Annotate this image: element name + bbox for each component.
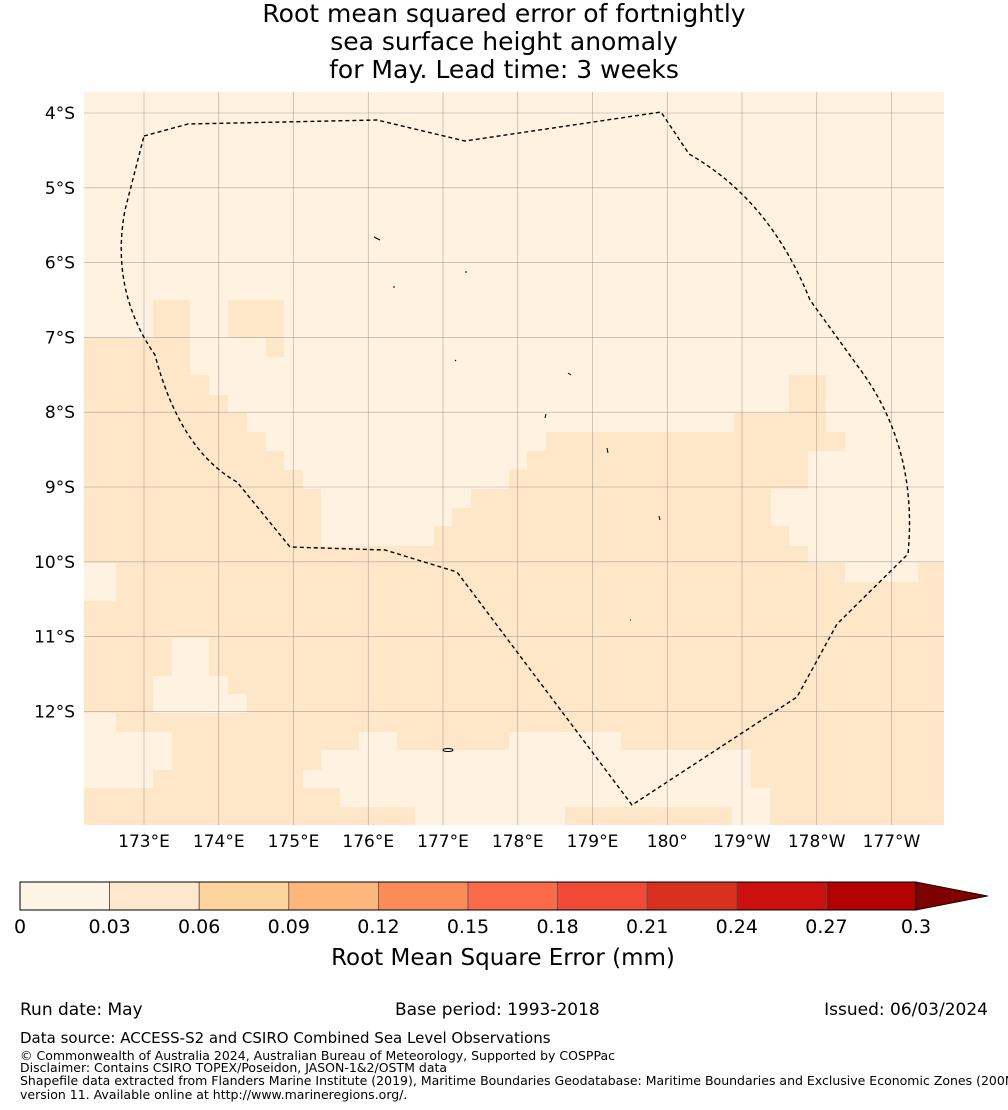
colorbar-bin <box>198 881 290 911</box>
island <box>606 447 609 454</box>
colorbar-bin <box>467 881 558 911</box>
chart-title: Root mean squared error of fortnightly s… <box>0 0 1008 84</box>
title-line-3: for May. Lead time: 3 weeks <box>329 55 679 84</box>
gridlines <box>84 92 944 825</box>
run-date: Run date: May <box>20 1000 143 1020</box>
colorbar-bin <box>736 881 827 911</box>
lon-label: 173°E <box>118 832 170 852</box>
colorbar-tick-label: 0.15 <box>447 916 489 938</box>
rmse-field-patch-west <box>84 546 97 563</box>
colorbar-bin <box>109 881 200 911</box>
rmse-field-patch-south <box>565 807 732 825</box>
lat-label: 6°S <box>45 254 75 274</box>
disclaimer: Disclaimer: Contains CSIRO TOPEX/Poseido… <box>20 1060 448 1075</box>
lat-label: 7°S <box>45 328 75 348</box>
shapefile-credit-2: version 11. Available online at http://w… <box>20 1087 408 1102</box>
colorbar-bin <box>557 881 648 911</box>
latitude-labels: 4°S 5°S 6°S 7°S 8°S 9°S 10°S 11°S 12°S <box>34 104 75 722</box>
lat-label: 11°S <box>34 628 75 648</box>
colorbar-label: Root Mean Square Error (mm) <box>331 945 675 971</box>
colorbar-bin <box>19 881 110 911</box>
lat-label: 10°S <box>34 553 75 573</box>
eez-boundary <box>120 111 911 806</box>
colorbar-bin <box>646 881 738 911</box>
lat-label: 5°S <box>45 179 75 199</box>
longitude-labels: 173°E 174°E 175°E 176°E 177°E 178°E 179°E 180° 1… <box>118 832 920 852</box>
issued-date: Issued: 06/03/2024 <box>824 1000 988 1020</box>
lon-label: 174°E <box>193 832 245 852</box>
title-line-2: sea surface height anomaly <box>330 27 678 56</box>
lat-label: 8°S <box>45 403 75 423</box>
base-period: Base period: 1993-2018 <box>395 1000 600 1020</box>
colorbar-tick-label: 0.3 <box>901 916 931 938</box>
copyright: © Commonwealth of Australia 2024, Austra… <box>20 1048 615 1063</box>
map-panel <box>84 92 944 825</box>
rmse-field-higher <box>84 300 944 825</box>
lat-label: 4°S <box>45 104 75 124</box>
colorbar-tick-label: 0 <box>14 916 26 938</box>
colorbar-extend-arrow <box>915 881 989 911</box>
lon-label: 176°E <box>342 832 394 852</box>
island <box>658 515 661 521</box>
lon-label: 177°W <box>863 832 921 852</box>
lon-label: 180° <box>647 832 688 852</box>
rmse-field-patch <box>228 300 284 357</box>
lat-label: 12°S <box>34 702 75 722</box>
colorbar-outline <box>19 881 917 911</box>
colorbar-tick-label: 0.27 <box>805 916 847 938</box>
islands <box>373 236 661 752</box>
colorbar-bin <box>288 881 379 911</box>
lon-label: 175°E <box>268 832 320 852</box>
colorbar-tick-label: 0.06 <box>178 916 220 938</box>
colorbar-tick-label: 0.18 <box>536 916 578 938</box>
title-line-1: Root mean squared error of fortnightly <box>262 0 746 28</box>
island <box>567 372 572 376</box>
shapefile-credit-1: Shapefile data extracted from Flanders M… <box>20 1073 1008 1088</box>
lon-label: 179°E <box>567 832 619 852</box>
colorbar-tick-labels: 0 0.03 0.06 0.09 0.12 0.15 0.18 0.21 0.24 0.27 0.3 <box>14 916 931 938</box>
colorbar-bin <box>826 881 917 911</box>
lon-label: 179°W <box>713 832 771 852</box>
colorbar-bin <box>377 881 469 911</box>
lon-label: 178°W <box>788 832 846 852</box>
lon-label: 178°E <box>492 832 544 852</box>
lat-label: 9°S <box>45 478 75 498</box>
colorbar-tick-label: 0.21 <box>626 916 668 938</box>
island <box>442 748 454 752</box>
colorbar-tick-label: 0.24 <box>716 916 758 938</box>
data-source: Data source: ACCESS-S2 and CSIRO Combine… <box>20 1029 551 1047</box>
island <box>544 413 547 419</box>
island <box>373 236 381 241</box>
island <box>454 359 457 362</box>
colorbar-tick-label: 0.09 <box>268 916 310 938</box>
colorbar-tick-label: 0.12 <box>357 916 399 938</box>
map-figure: 4°S 5°S 6°S 7°S 8°S 9°S 10°S 11°S 12°S 173°E 174°… <box>14 92 989 971</box>
lon-label: 177°E <box>417 832 469 852</box>
colorbar <box>19 881 989 911</box>
colorbar-tick-label: 0.03 <box>88 916 130 938</box>
